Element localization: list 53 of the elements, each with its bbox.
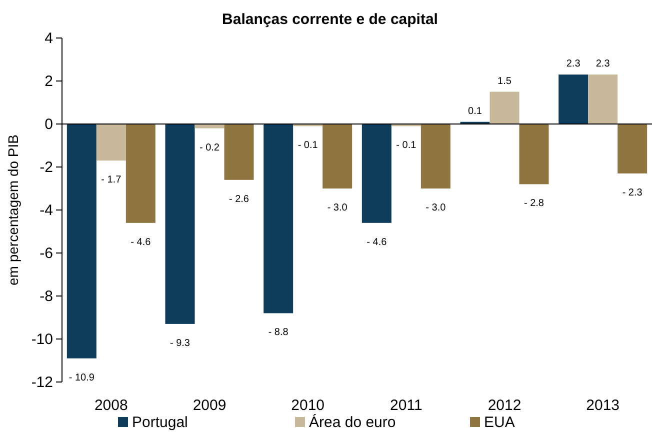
x-tick-label: 2009	[192, 397, 226, 414]
x-tick-label: 2011	[390, 397, 422, 414]
legend-label: Portugal	[132, 414, 188, 431]
chart-title: Balanças corrente e de capital	[222, 11, 438, 28]
data-label: - 4.6	[130, 236, 152, 248]
bar	[322, 124, 352, 188]
bar	[194, 124, 224, 128]
data-label: 0.1	[468, 106, 482, 117]
bar	[66, 124, 96, 358]
bar	[558, 74, 588, 124]
y-tick-label: -12	[31, 374, 53, 391]
x-tick-label: 2010	[291, 397, 325, 414]
data-label: - 0.1	[298, 140, 318, 152]
y-tick-label: 0	[44, 116, 53, 133]
data-label: 1.5	[498, 76, 512, 87]
y-tick-label: -4	[40, 202, 53, 219]
x-tick-label: 2012	[488, 397, 522, 414]
data-label: - 8.8	[268, 327, 289, 338]
bar	[420, 124, 450, 188]
data-label: 2.3	[566, 58, 581, 70]
data-label: - 2.6	[228, 194, 250, 205]
data-label: - 1.7	[101, 174, 122, 186]
bar	[618, 124, 648, 174]
y-tick-label: -2	[40, 158, 53, 176]
x-tick-label: 2013	[586, 397, 620, 414]
data-label: - 3.0	[426, 202, 446, 214]
data-label: - 10.9	[68, 372, 95, 384]
data-label: - 4.6	[366, 236, 388, 248]
data-label: - 0.2	[199, 142, 220, 154]
y-tick-label: 4	[44, 30, 53, 47]
bar	[165, 124, 195, 324]
y-axis-title: em percentagem do PIB	[5, 134, 21, 286]
x-tick-label: 2008	[94, 397, 128, 414]
y-tick-label: 2	[44, 72, 53, 90]
y-tick-label: -8	[40, 288, 53, 305]
data-label: - 0.1	[396, 140, 417, 152]
bar	[490, 92, 520, 124]
bar	[588, 74, 618, 124]
bar	[519, 124, 549, 184]
bar	[126, 124, 156, 223]
legend-label: Área do euro	[309, 413, 396, 431]
data-label: - 9.3	[170, 338, 190, 349]
legend-label: EUA	[484, 414, 515, 431]
bar	[362, 124, 392, 223]
data-label: - 3.0	[327, 202, 348, 214]
data-label: 2.3	[596, 58, 610, 70]
data-label: - 2.8	[524, 198, 544, 210]
bar	[224, 124, 254, 180]
y-tick-label: -6	[40, 244, 53, 262]
y-tick-label: -10	[31, 330, 53, 348]
bar	[96, 124, 126, 161]
data-label: - 2.3	[622, 187, 643, 198]
bar	[264, 124, 294, 314]
